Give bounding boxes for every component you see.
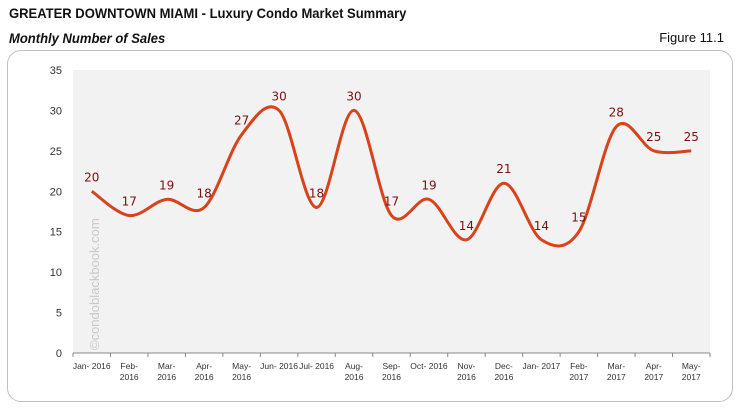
plot-area [73, 70, 710, 353]
x-tick-label-line: May- [682, 361, 701, 371]
x-tick-label: Mar-2016 [157, 361, 176, 382]
data-label: 21 [496, 162, 511, 176]
x-tick-label-line: 2016 [345, 372, 364, 382]
data-label: 18 [197, 186, 212, 200]
data-label: 19 [421, 178, 436, 192]
data-label: 14 [534, 219, 549, 233]
data-label: 30 [271, 89, 286, 103]
x-tick-label-line: Mar- [158, 361, 176, 371]
data-label: 25 [684, 130, 699, 144]
x-tick-label-line: 2017 [682, 372, 701, 382]
series-line [90, 105, 692, 248]
data-label: 18 [309, 186, 324, 200]
y-tick-label: 5 [56, 308, 62, 320]
x-tick-label: Apr-2017 [644, 361, 663, 382]
x-tick-label-line: Nov- [457, 361, 475, 371]
x-tick-label: Nov-2016 [457, 361, 476, 382]
x-tick-label-line: Jan- 2016 [73, 361, 111, 371]
y-tick-label: 20 [50, 186, 62, 198]
x-tick-label-line: 2016 [232, 372, 251, 382]
data-label: 17 [384, 195, 399, 209]
x-tick-label: Jun- 2016 [260, 361, 298, 371]
watermark: ©condoblackbook.com [87, 218, 102, 350]
x-tick-label-line: Apr- [646, 361, 662, 371]
x-tick-label-line: 2016 [457, 372, 476, 382]
x-tick-label-line: Oct- 2016 [410, 361, 448, 371]
x-tick-label: Mar-2017 [607, 361, 626, 382]
data-label: 27 [234, 114, 249, 128]
x-tick-label-line: 2016 [494, 372, 513, 382]
x-tick-label-line: 2016 [157, 372, 176, 382]
x-tick-label-line: Apr- [196, 361, 212, 371]
x-tick-label: Apr-2016 [195, 361, 214, 382]
x-tick-label-line: 2016 [195, 372, 214, 382]
x-tick-label-line: Feb- [570, 361, 588, 371]
x-tick-label: May-2016 [232, 361, 251, 382]
x-tick-label: Jan- 2016 [73, 361, 111, 371]
data-label: 19 [159, 178, 174, 192]
y-tick-label: 10 [50, 267, 62, 279]
data-label: 20 [84, 170, 99, 184]
x-tick-label-line: Jul- 2016 [299, 361, 334, 371]
x-tick-label-line: Feb- [120, 361, 138, 371]
x-tick-label: Jan- 2017 [522, 361, 560, 371]
x-tick-label: Dec-2016 [494, 361, 513, 382]
data-label: 28 [609, 106, 624, 120]
x-tick-label: Feb-2016 [120, 361, 139, 382]
data-label: 25 [646, 130, 661, 144]
page-title: GREATER DOWNTOWN MIAMI - Luxury Condo Ma… [9, 5, 407, 21]
x-tick-label-line: Dec- [495, 361, 513, 371]
x-tick-label-line: Jan- 2017 [522, 361, 560, 371]
x-tick-label: Oct- 2016 [410, 361, 448, 371]
y-tick-label: 15 [50, 227, 62, 239]
x-tick-label-line: 2017 [644, 372, 663, 382]
x-tick-label-line: Jun- 2016 [260, 361, 298, 371]
x-tick-label: Jul- 2016 [299, 361, 334, 371]
x-tick-label-line: Mar- [608, 361, 626, 371]
y-tick-label: 25 [50, 146, 62, 158]
data-label: 30 [346, 89, 361, 103]
x-tick-label-line: 2017 [569, 372, 588, 382]
x-tick-label-line: 2017 [607, 372, 626, 382]
x-tick-label-line: 2016 [382, 372, 401, 382]
x-tick-label-line: May- [232, 361, 251, 371]
chart-frame [7, 50, 733, 402]
y-tick-label: 35 [50, 65, 62, 77]
data-label: 15 [571, 211, 586, 225]
chart-subtitle: Monthly Number of Sales [9, 30, 166, 46]
x-tick-label: Feb-2017 [569, 361, 588, 382]
x-tick-label: Sep-2016 [382, 361, 401, 382]
data-label: 14 [459, 219, 474, 233]
y-tick-label: 0 [56, 348, 62, 360]
data-label: 17 [122, 195, 137, 209]
x-tick-label-line: Sep- [383, 361, 401, 371]
x-tick-label: Aug-2016 [345, 361, 364, 382]
x-tick-label: May-2017 [682, 361, 701, 382]
figure-number: Figure 11.1 [659, 30, 724, 45]
x-tick-label-line: 2016 [120, 372, 139, 382]
y-tick-label: 30 [50, 105, 62, 117]
x-tick-label-line: Aug- [345, 361, 363, 371]
